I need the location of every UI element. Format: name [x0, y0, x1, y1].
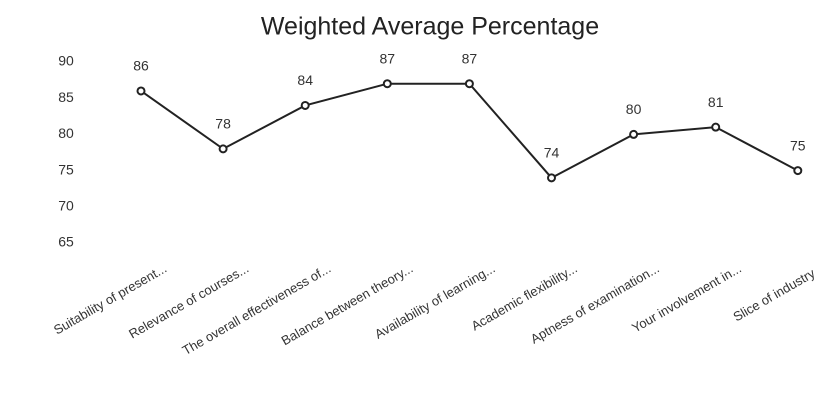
x-tick-label: The overall effectiveness of...: [180, 261, 334, 358]
marker: [547, 173, 556, 183]
y-tick-label: 65: [58, 234, 74, 250]
marker: [464, 79, 474, 89]
x-tick-label: Slice of industry...: [730, 261, 814, 325]
data-label: 84: [297, 72, 313, 88]
x-tick-label: Balance between theory...: [279, 261, 416, 349]
y-tick-label: 85: [58, 89, 74, 105]
data-label: 74: [544, 145, 560, 161]
data-label: 80: [626, 101, 642, 117]
line: [140, 82, 799, 180]
y-tick-label: 90: [58, 53, 74, 69]
marker: [300, 100, 310, 110]
marker: [711, 122, 721, 132]
y-tick-label: 70: [58, 198, 74, 214]
y-tick-label: 80: [58, 125, 74, 141]
data-label: 87: [380, 50, 396, 66]
marker: [793, 166, 803, 176]
data-label: 78: [215, 116, 231, 132]
data-label: 87: [462, 50, 478, 66]
data-label: 81: [708, 94, 724, 110]
data-label: 75: [790, 137, 806, 153]
marker: [629, 129, 639, 139]
marker: [382, 79, 392, 89]
marker: [218, 144, 228, 154]
chart-title: Weighted Average Percentage: [261, 13, 599, 41]
data-label: 86: [133, 58, 149, 74]
marker: [136, 86, 146, 96]
y-tick-label: 75: [58, 161, 74, 177]
